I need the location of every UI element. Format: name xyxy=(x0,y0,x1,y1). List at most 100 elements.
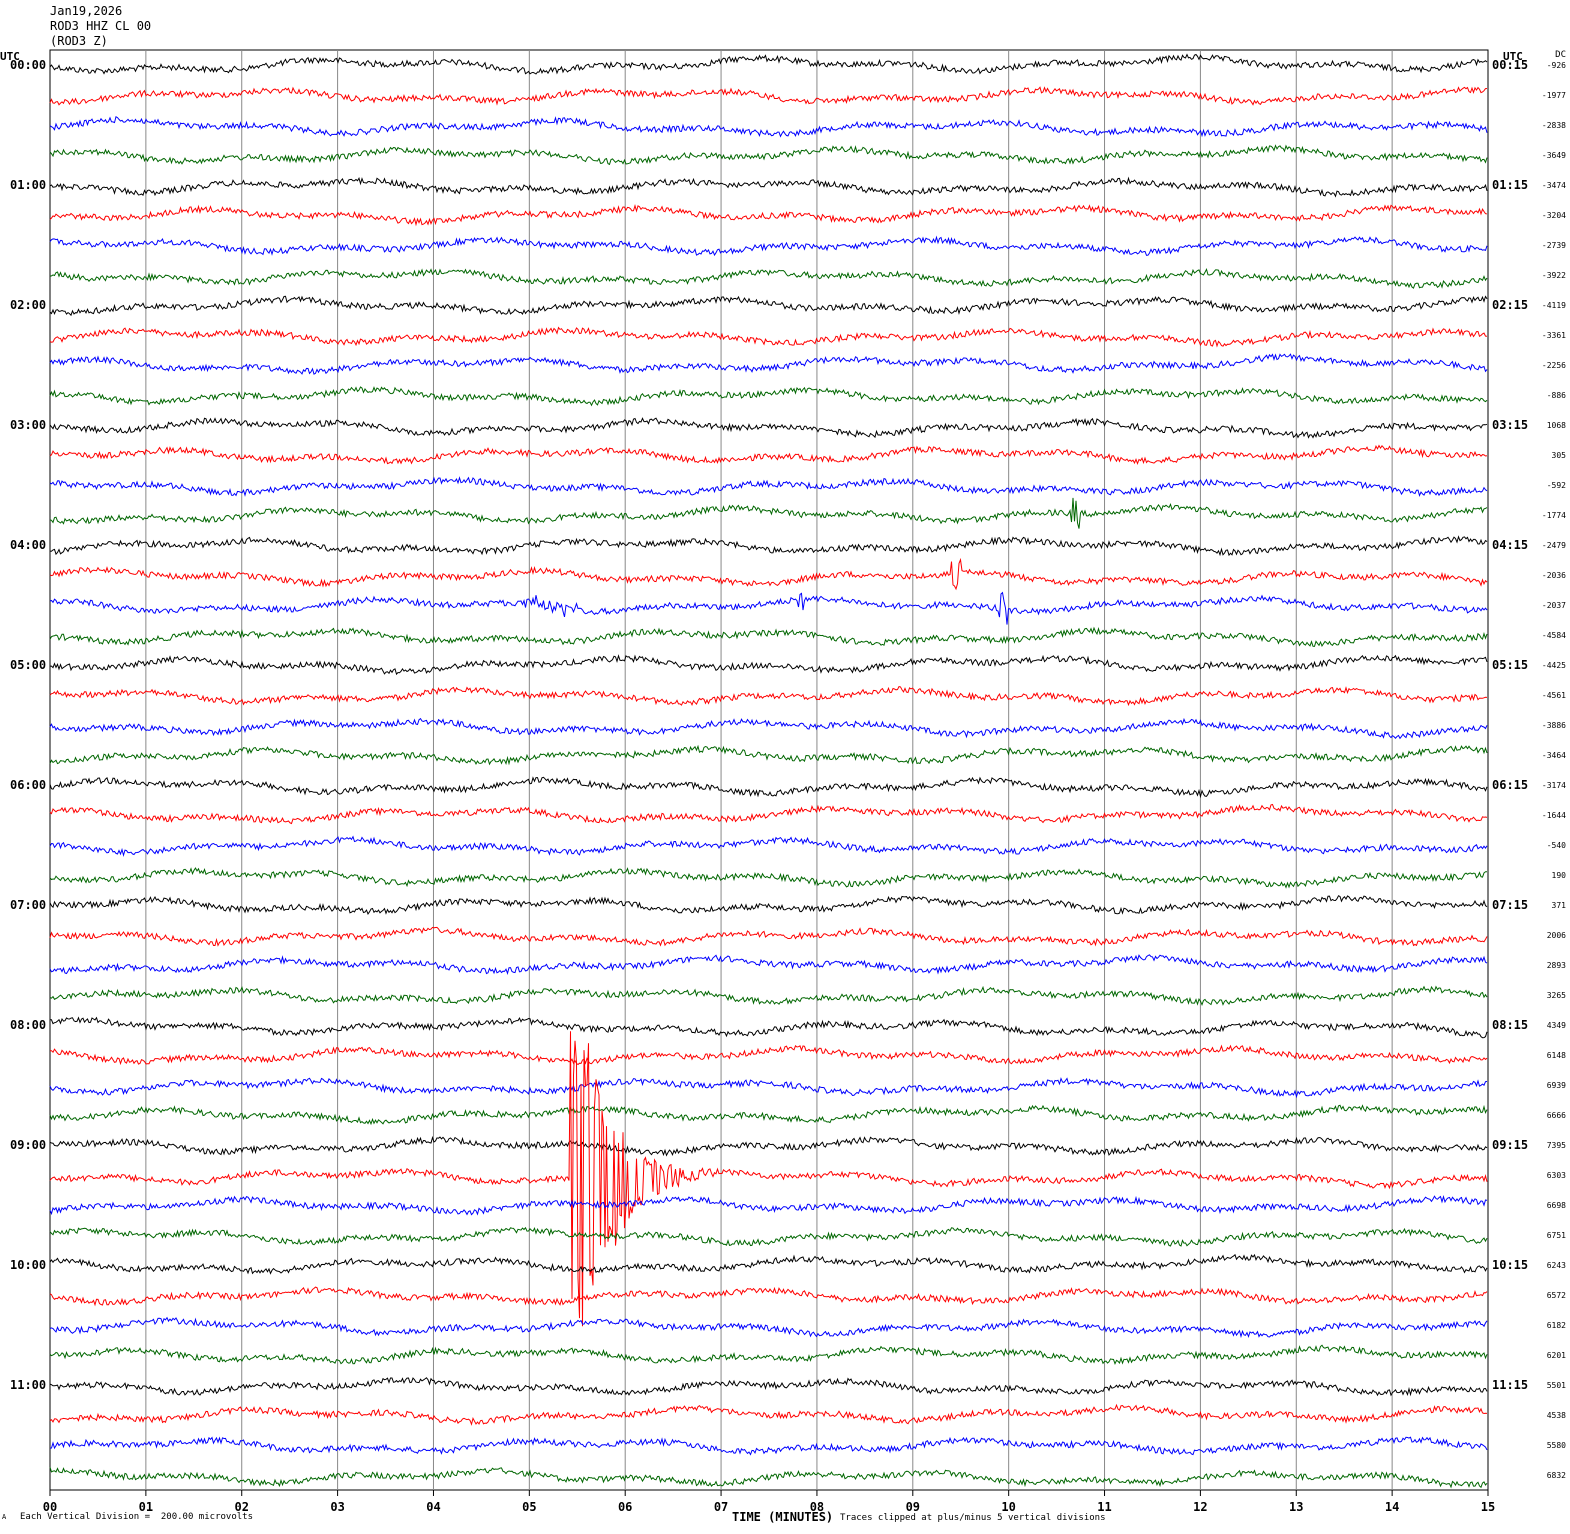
x-tick-label: 07 xyxy=(713,1500,729,1514)
trace-line xyxy=(49,295,1488,317)
time-label-right: 06:15 xyxy=(1492,778,1529,792)
trace-line xyxy=(49,204,1488,227)
dc-offset-value: -3361 xyxy=(1541,331,1566,340)
station-label: ROD3 HHZ CL 00 xyxy=(50,19,152,33)
trace-line xyxy=(49,776,1488,799)
time-label-right: 05:15 xyxy=(1492,658,1529,672)
trace-line xyxy=(49,1316,1488,1339)
x-tick-label: 02 xyxy=(234,1500,249,1514)
utc-left-label: UTC xyxy=(0,50,20,63)
trace-line xyxy=(49,386,1488,407)
trace-line xyxy=(49,803,1488,825)
x-tick-label: 11 xyxy=(1097,1500,1112,1514)
x-tick-label: 10 xyxy=(1001,1500,1016,1514)
x-tick-label: 08 xyxy=(809,1500,825,1514)
trace-line xyxy=(49,1253,1488,1275)
x-tick-label: 12 xyxy=(1193,1500,1208,1514)
dc-offset-value: -4425 xyxy=(1541,661,1566,670)
dc-offset-value: -2036 xyxy=(1541,571,1566,580)
dc-offset-value: 371 xyxy=(1551,901,1566,910)
time-label-left: 09:00 xyxy=(10,1138,47,1152)
dc-offset-value: 305 xyxy=(1551,451,1566,460)
x-tick-label: 01 xyxy=(138,1500,154,1514)
trace-line xyxy=(50,654,1488,676)
dc-offset-value: -2037 xyxy=(1541,601,1566,610)
trace-line xyxy=(49,835,1488,858)
time-label-left: 05:00 xyxy=(10,658,47,672)
dc-offset-value: -1977 xyxy=(1541,91,1566,100)
x-tick-label: 03 xyxy=(330,1500,345,1514)
dc-offset-value: 5501 xyxy=(1546,1381,1566,1390)
corner-mark: A xyxy=(2,1513,7,1521)
trace-line xyxy=(49,353,1488,375)
dc-offset-value: -540 xyxy=(1546,841,1566,850)
trace-line xyxy=(49,744,1488,766)
dc-offset-value: 6182 xyxy=(1546,1321,1566,1330)
dc-offset-value: 3265 xyxy=(1546,991,1566,1000)
trace-line xyxy=(49,417,1488,439)
time-label-right: 01:15 xyxy=(1492,178,1529,192)
component-label: (ROD3 Z) xyxy=(50,34,108,48)
time-label-right: 11:15 xyxy=(1492,1378,1529,1392)
scale-note: Each Vertical Division = 200.00 microvol… xyxy=(20,1512,253,1522)
dc-offset-value: -926 xyxy=(1546,61,1566,70)
dc-offset-value: -886 xyxy=(1546,391,1566,400)
dc-offset-value: -4561 xyxy=(1541,691,1566,700)
trace-line xyxy=(49,985,1488,1007)
dc-offset-value: 6751 xyxy=(1546,1231,1566,1240)
dc-offset-value: -2838 xyxy=(1541,121,1566,130)
trace-line xyxy=(49,591,1488,625)
trace-line xyxy=(49,895,1488,915)
time-label-left: 00:00 xyxy=(10,58,47,72)
trace-line xyxy=(49,717,1488,740)
trace-line xyxy=(49,1466,1488,1489)
time-label-left: 01:00 xyxy=(10,178,47,192)
dc-offset-value: 6666 xyxy=(1546,1111,1566,1120)
dc-offset-value: -2256 xyxy=(1541,361,1566,370)
dc-offset-value: -3204 xyxy=(1541,211,1566,220)
x-tick-label: 15 xyxy=(1480,1500,1496,1514)
trace-line xyxy=(49,926,1488,947)
dc-offset-value: 5580 xyxy=(1546,1441,1566,1450)
trace-line xyxy=(49,557,1488,591)
trace-line xyxy=(49,1403,1488,1426)
trace-line xyxy=(49,144,1488,166)
time-label-left: 02:00 xyxy=(10,298,47,312)
time-label-right: 02:15 xyxy=(1492,298,1529,312)
trace-line xyxy=(49,867,1488,889)
dc-offset-value: -3922 xyxy=(1541,271,1566,280)
dc-offset-value: -3464 xyxy=(1541,751,1566,760)
dc-offset-value: 6201 xyxy=(1546,1351,1566,1360)
trace-line xyxy=(49,1077,1488,1099)
clip-note: Traces clipped at plus/minus 5 vertical … xyxy=(840,1513,1106,1523)
trace-line xyxy=(49,1104,1488,1126)
trace-line xyxy=(49,1135,1488,1157)
dc-offset-value: -1644 xyxy=(1541,811,1566,820)
trace-line xyxy=(49,1377,1488,1397)
time-label-left: 04:00 xyxy=(10,538,47,552)
time-label-left: 10:00 xyxy=(10,1258,47,1272)
trace-line xyxy=(49,176,1488,198)
dc-offset-value: 6148 xyxy=(1546,1051,1566,1060)
dc-offset-value: -3474 xyxy=(1541,181,1566,190)
trace-line xyxy=(49,53,1488,75)
dc-offset-value: 6303 xyxy=(1546,1171,1566,1180)
dc-offset-value: -4584 xyxy=(1541,631,1566,640)
time-label-left: 06:00 xyxy=(10,778,47,792)
x-axis-label: TIME (MINUTES) xyxy=(732,1510,834,1524)
trace-line xyxy=(49,86,1488,106)
time-label-right: 07:15 xyxy=(1492,898,1529,912)
time-label-left: 07:00 xyxy=(10,898,47,912)
dc-offset-value: 2893 xyxy=(1546,961,1566,970)
trace-line xyxy=(49,497,1488,529)
dc-offset-value: -1774 xyxy=(1541,511,1566,520)
trace-line xyxy=(49,1195,1488,1216)
dc-offset-value: 2006 xyxy=(1546,931,1566,940)
dc-header: DC xyxy=(1555,50,1566,60)
dc-offset-value: -4119 xyxy=(1541,301,1566,310)
trace-line xyxy=(50,1016,1488,1039)
dc-offset-value: -2739 xyxy=(1541,241,1566,250)
dc-offset-value: 4349 xyxy=(1546,1021,1566,1030)
trace-line xyxy=(49,626,1488,647)
